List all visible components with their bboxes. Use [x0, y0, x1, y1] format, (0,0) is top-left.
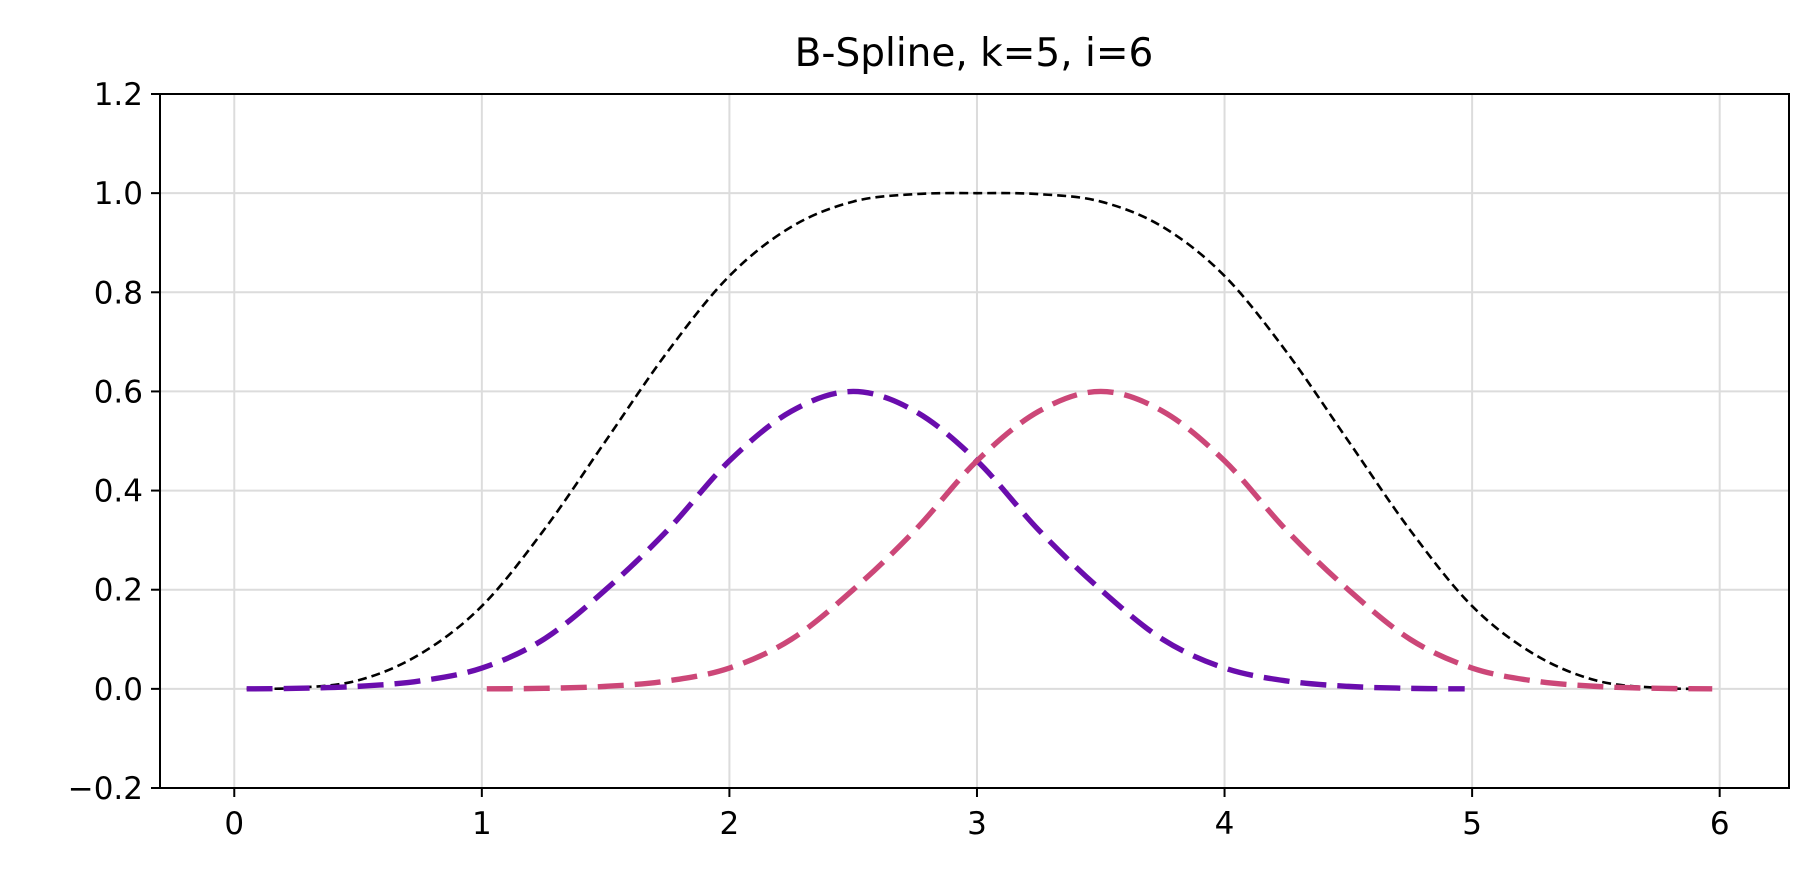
- series-line-1: [246, 191, 1713, 691]
- x-tick-label: 2: [720, 806, 740, 842]
- y-tick-label: 1.2: [94, 77, 143, 113]
- y-tick-label: 0.6: [94, 374, 143, 410]
- x-tick-label: 6: [1710, 806, 1730, 842]
- y-tick-label: 0.2: [94, 573, 143, 609]
- x-axis: 0 1 2 3 4 5 6: [224, 788, 1730, 842]
- x-tick-label: 4: [1215, 806, 1235, 842]
- series-line-2: [246, 388, 1465, 692]
- chart-title: B-Spline, k=5, i=6: [795, 31, 1154, 76]
- y-tick-label: 0.4: [94, 474, 143, 510]
- x-tick-label: 5: [1462, 806, 1482, 842]
- x-tick-label: 1: [472, 806, 492, 842]
- series-line-3: [486, 388, 1713, 692]
- x-tick-label: 3: [967, 806, 987, 842]
- y-axis: −0.2 0.0 0.2 0.4 0.6 0.8 1.0 1.2: [68, 77, 160, 807]
- x-tick-label: 0: [224, 806, 244, 842]
- y-tick-label: 0.8: [94, 275, 143, 311]
- y-tick-label: 1.0: [94, 176, 143, 212]
- plot-area-frame: [159, 93, 1790, 789]
- series-layer: [246, 191, 1713, 692]
- y-tick-label: 0.0: [94, 672, 143, 708]
- y-tick-label: −0.2: [68, 771, 143, 807]
